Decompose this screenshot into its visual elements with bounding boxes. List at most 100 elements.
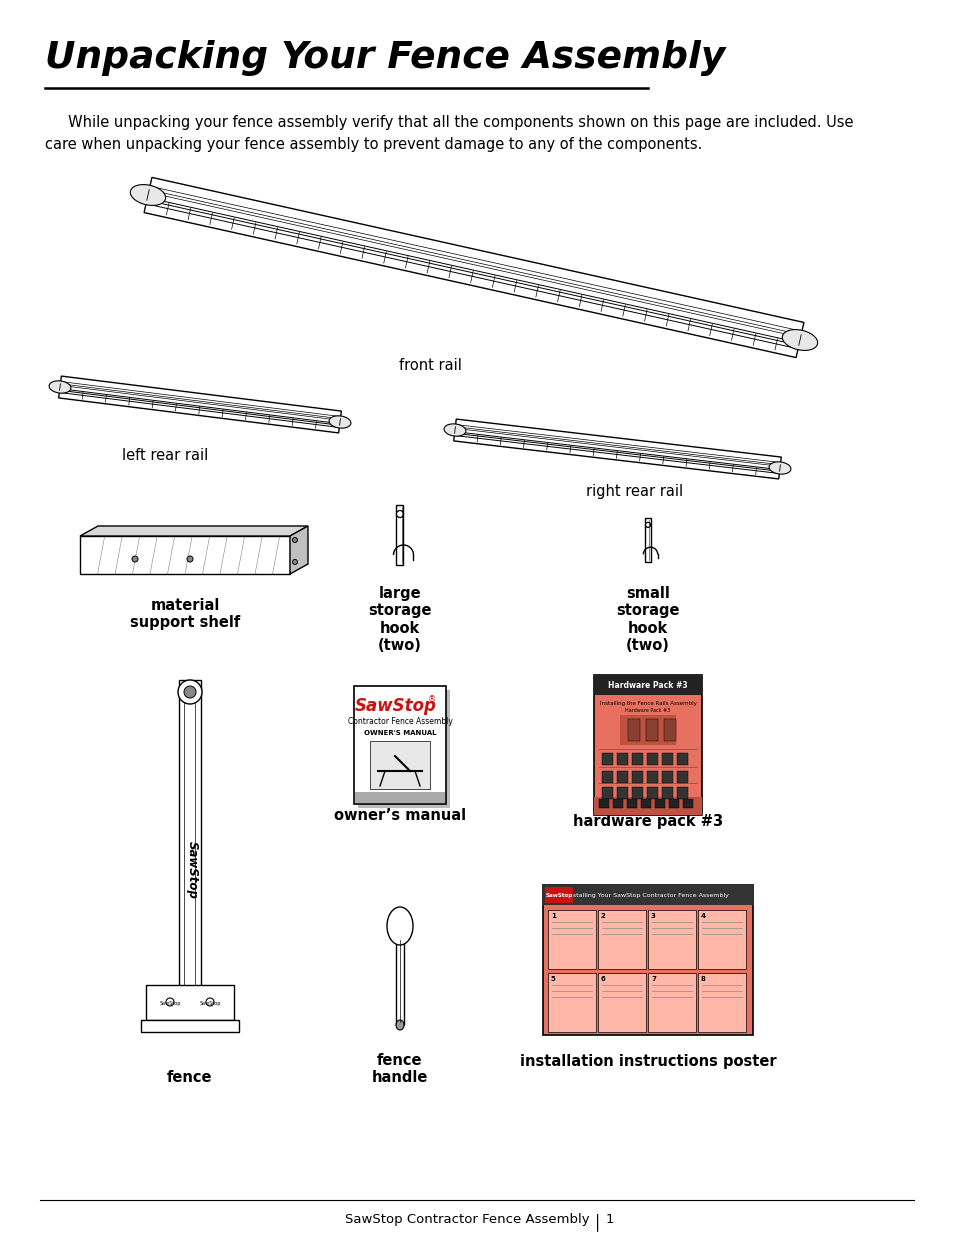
Bar (617, 753, 627, 764)
Text: SawStop: SawStop (199, 1002, 220, 1007)
Text: Unpacking Your Fence Assembly: Unpacking Your Fence Assembly (45, 40, 724, 77)
Bar (141, 1020, 239, 1032)
Bar (663, 719, 676, 741)
Bar (645, 519, 650, 562)
Text: │: │ (593, 1213, 602, 1231)
Bar (647, 910, 696, 969)
Circle shape (184, 685, 195, 698)
Circle shape (293, 537, 297, 542)
Bar (601, 787, 613, 799)
Text: Contractor Fence Assembly: Contractor Fence Assembly (347, 718, 452, 726)
Bar (547, 973, 596, 1032)
Bar (698, 910, 745, 969)
Bar (661, 753, 672, 764)
Text: 8: 8 (700, 976, 705, 982)
Bar (631, 771, 642, 783)
Bar (547, 910, 596, 969)
Text: Hardware Pack #3: Hardware Pack #3 (608, 680, 687, 689)
Bar (617, 771, 627, 783)
Bar (646, 771, 658, 783)
Bar (677, 787, 687, 799)
Text: 6: 6 (600, 976, 605, 982)
Text: small
storage
hook
(two): small storage hook (two) (616, 585, 679, 653)
Bar (542, 885, 752, 905)
Polygon shape (49, 380, 71, 393)
Bar (626, 799, 637, 808)
Text: SawStop Contractor Fence Assembly: SawStop Contractor Fence Assembly (345, 1213, 589, 1226)
Circle shape (645, 522, 650, 527)
Polygon shape (58, 377, 341, 433)
Bar (640, 799, 650, 808)
Bar (661, 787, 672, 799)
Bar (631, 787, 642, 799)
Bar (354, 685, 446, 804)
Circle shape (132, 556, 138, 562)
Bar (682, 799, 692, 808)
Bar (655, 799, 664, 808)
Bar (355, 792, 444, 803)
Bar (619, 715, 676, 745)
Text: installation instructions poster: installation instructions poster (519, 1053, 776, 1070)
Text: Hardware Pack #3: Hardware Pack #3 (625, 709, 670, 714)
Circle shape (187, 556, 193, 562)
Text: 4: 4 (700, 913, 705, 919)
Text: fence
handle: fence handle (372, 1053, 428, 1086)
Circle shape (293, 559, 297, 564)
Text: SawStop: SawStop (545, 893, 572, 898)
Text: front rail: front rail (398, 358, 461, 373)
Text: hardware pack #3: hardware pack #3 (573, 814, 722, 829)
Bar (617, 787, 627, 799)
Bar (544, 887, 573, 903)
Polygon shape (290, 526, 308, 574)
Circle shape (178, 680, 202, 704)
Text: left rear rail: left rear rail (122, 448, 208, 463)
Text: 7: 7 (650, 976, 655, 982)
Polygon shape (80, 536, 290, 574)
Text: 1: 1 (551, 913, 556, 919)
Text: 2: 2 (600, 913, 605, 919)
Bar (601, 771, 613, 783)
Text: Installing Your SawStop Contractor Fence Assembly: Installing Your SawStop Contractor Fence… (566, 893, 728, 898)
Polygon shape (443, 424, 465, 436)
Circle shape (396, 510, 403, 517)
Bar (179, 680, 201, 990)
Bar (647, 973, 696, 1032)
Polygon shape (781, 330, 817, 351)
Bar (357, 690, 450, 808)
Text: large
storage
hook
(two): large storage hook (two) (368, 585, 432, 653)
Polygon shape (329, 416, 351, 429)
Text: 1: 1 (605, 1213, 614, 1226)
Bar (631, 753, 642, 764)
Bar (598, 973, 645, 1032)
Bar (146, 986, 233, 1020)
Bar (646, 787, 658, 799)
Bar (598, 799, 608, 808)
Bar (646, 753, 658, 764)
Bar (668, 799, 679, 808)
Text: owner’s manual: owner’s manual (334, 808, 466, 823)
Bar (370, 741, 430, 789)
Text: 3: 3 (650, 913, 655, 919)
Polygon shape (144, 178, 803, 358)
Bar (355, 687, 444, 748)
Bar (594, 797, 701, 815)
Polygon shape (80, 526, 308, 536)
Text: material
support shelf: material support shelf (130, 598, 240, 630)
Text: ®: ® (428, 695, 436, 704)
Polygon shape (768, 462, 790, 474)
Bar (598, 910, 645, 969)
Ellipse shape (387, 906, 413, 945)
Bar (395, 935, 403, 1025)
Text: Installing the Fence Rails Assembly: Installing the Fence Rails Assembly (598, 700, 696, 705)
Text: fence: fence (167, 1070, 213, 1086)
Text: SawStop: SawStop (185, 841, 198, 899)
Ellipse shape (395, 1020, 403, 1030)
Bar (698, 973, 745, 1032)
Bar (396, 505, 403, 564)
Bar (601, 753, 613, 764)
Polygon shape (131, 184, 166, 205)
Text: OWNER'S MANUAL: OWNER'S MANUAL (363, 730, 436, 736)
Bar (677, 771, 687, 783)
Text: SawStop: SawStop (355, 697, 436, 715)
Bar (661, 771, 672, 783)
